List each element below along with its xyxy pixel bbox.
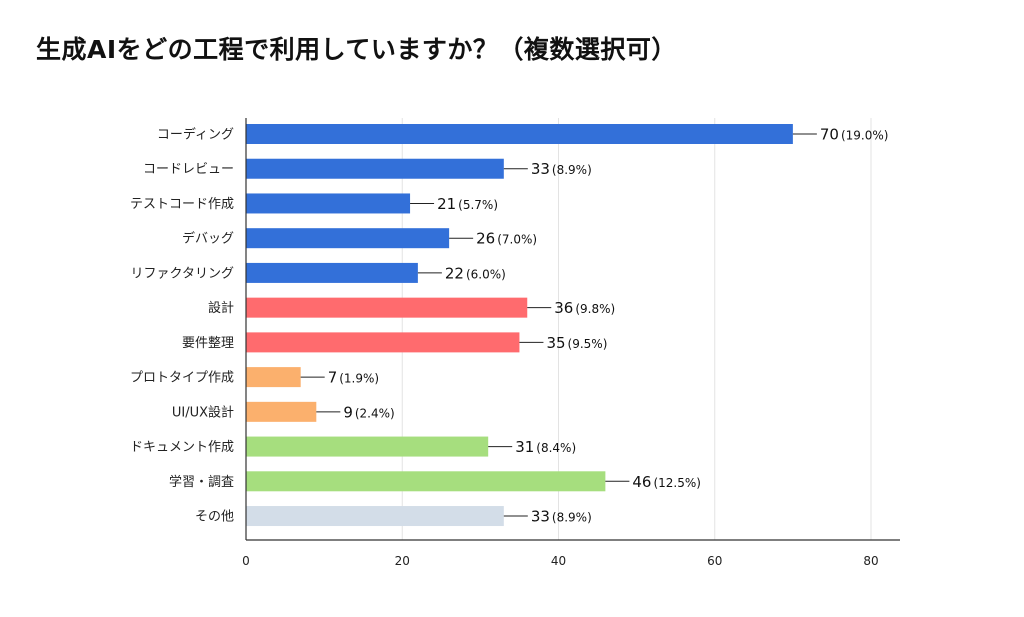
bar xyxy=(246,332,520,353)
category-label: その他 xyxy=(195,510,234,525)
x-tick-label: 60 xyxy=(707,554,722,568)
category-label: リファクタリング xyxy=(131,266,234,281)
value-label: 33 (8.9%) xyxy=(531,508,592,526)
category-label: 設計 xyxy=(208,300,234,316)
value-label: 33 (8.9%) xyxy=(531,160,592,178)
x-tick-label: 0 xyxy=(242,554,250,568)
x-tick-label: 20 xyxy=(395,554,410,568)
bar xyxy=(246,124,793,144)
bar xyxy=(246,367,301,388)
bar xyxy=(246,297,528,318)
category-label: ドキュメント作成 xyxy=(130,440,234,455)
bar xyxy=(246,193,411,214)
bar xyxy=(246,158,504,179)
x-tick-label: 40 xyxy=(551,554,566,568)
value-label: 35 (9.5%) xyxy=(546,334,607,352)
category-label: コードレビュー xyxy=(143,162,234,177)
category-label: 要件整理 xyxy=(182,336,234,351)
value-label: 7 (1.9%) xyxy=(328,369,379,387)
category-label: 学習・調査 xyxy=(169,474,234,490)
category-label: テストコード作成 xyxy=(130,197,234,212)
category-label: プロトタイプ作成 xyxy=(130,371,234,386)
bar xyxy=(246,506,504,527)
value-label: 70 (19.0%) xyxy=(820,126,889,144)
bar xyxy=(246,436,489,457)
value-label: 46 (12.5%) xyxy=(632,473,701,491)
bar xyxy=(246,262,418,283)
chart-title: 生成AIをどの工程で利用していますか？（複数選択可） xyxy=(36,35,677,64)
value-label: 31 (8.4%) xyxy=(515,438,576,456)
x-tick-label: 80 xyxy=(863,554,878,568)
category-label: UI/UX設計 xyxy=(172,404,234,420)
value-label: 22 (6.0%) xyxy=(445,264,506,282)
value-label: 26 (7.0%) xyxy=(476,230,537,248)
category-label: コーディング xyxy=(157,127,234,143)
value-label: 21 (5.7%) xyxy=(437,195,498,213)
bar xyxy=(246,401,317,422)
value-label: 36 (9.8%) xyxy=(554,299,615,317)
category-label: デバッグ xyxy=(182,231,234,247)
bar xyxy=(246,228,450,249)
bar xyxy=(246,471,606,492)
value-label: 9 (2.4%) xyxy=(343,403,394,421)
